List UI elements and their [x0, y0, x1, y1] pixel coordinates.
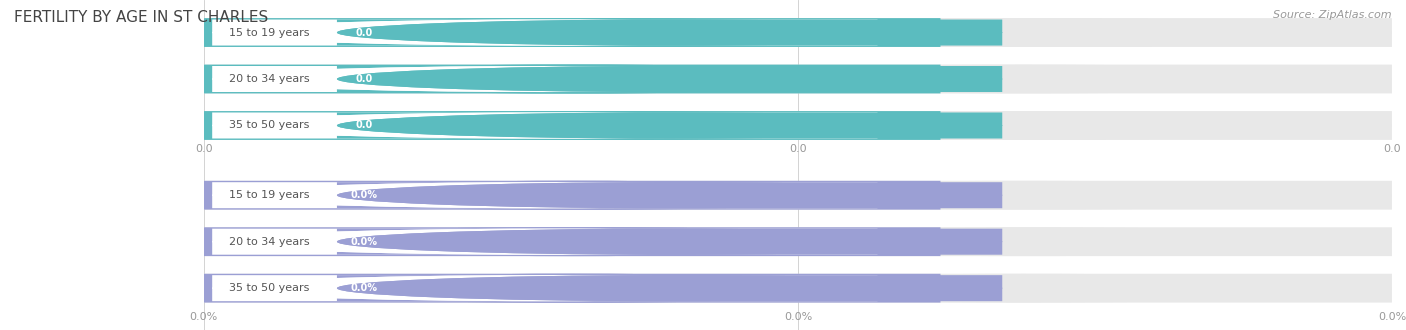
Ellipse shape [204, 227, 941, 256]
Ellipse shape [337, 275, 1002, 301]
Text: 0.0%: 0.0% [190, 312, 218, 322]
FancyBboxPatch shape [204, 227, 941, 256]
Ellipse shape [337, 275, 1002, 301]
Ellipse shape [337, 19, 1002, 46]
FancyBboxPatch shape [204, 111, 1392, 140]
Ellipse shape [212, 275, 877, 301]
FancyBboxPatch shape [204, 274, 1392, 303]
Ellipse shape [212, 182, 877, 208]
FancyBboxPatch shape [337, 229, 1002, 255]
Ellipse shape [655, 227, 1392, 256]
Text: 0.0%: 0.0% [1378, 312, 1406, 322]
Ellipse shape [204, 274, 941, 303]
Text: 0.0%: 0.0% [350, 283, 377, 293]
FancyBboxPatch shape [212, 229, 877, 255]
Ellipse shape [204, 18, 941, 47]
Text: 0.0%: 0.0% [350, 190, 377, 200]
Ellipse shape [337, 182, 1002, 208]
Ellipse shape [204, 227, 941, 256]
FancyBboxPatch shape [204, 18, 1392, 47]
FancyBboxPatch shape [212, 182, 877, 208]
FancyBboxPatch shape [204, 274, 941, 303]
Ellipse shape [204, 181, 941, 210]
Ellipse shape [212, 66, 877, 92]
Text: 0.0: 0.0 [1384, 144, 1400, 154]
Ellipse shape [655, 18, 1392, 47]
FancyBboxPatch shape [212, 275, 877, 301]
FancyBboxPatch shape [204, 181, 941, 210]
Ellipse shape [212, 182, 877, 208]
FancyBboxPatch shape [204, 227, 1392, 256]
FancyBboxPatch shape [337, 275, 1002, 301]
FancyBboxPatch shape [204, 111, 941, 140]
Ellipse shape [204, 227, 941, 256]
Text: 0.0%: 0.0% [350, 237, 377, 247]
FancyBboxPatch shape [212, 113, 877, 139]
Text: 15 to 19 years: 15 to 19 years [229, 190, 309, 200]
Text: 0.0: 0.0 [195, 144, 212, 154]
FancyBboxPatch shape [212, 19, 877, 46]
Ellipse shape [212, 229, 877, 255]
Ellipse shape [212, 19, 877, 46]
Text: 35 to 50 years: 35 to 50 years [229, 283, 309, 293]
Ellipse shape [212, 113, 877, 139]
Ellipse shape [337, 229, 1002, 255]
Ellipse shape [212, 19, 877, 46]
Ellipse shape [337, 229, 1002, 255]
Ellipse shape [655, 111, 1392, 140]
FancyBboxPatch shape [204, 65, 941, 93]
FancyBboxPatch shape [337, 182, 1002, 208]
Ellipse shape [337, 66, 1002, 92]
FancyBboxPatch shape [204, 18, 941, 47]
Text: 15 to 19 years: 15 to 19 years [229, 27, 309, 38]
Text: FERTILITY BY AGE IN ST CHARLES: FERTILITY BY AGE IN ST CHARLES [14, 10, 269, 25]
Text: 0.0: 0.0 [356, 27, 373, 38]
Ellipse shape [204, 65, 941, 93]
Ellipse shape [204, 111, 941, 140]
Ellipse shape [204, 65, 941, 93]
FancyBboxPatch shape [212, 66, 877, 92]
Text: Source: ZipAtlas.com: Source: ZipAtlas.com [1274, 10, 1392, 20]
Ellipse shape [204, 18, 941, 47]
FancyBboxPatch shape [337, 113, 1002, 139]
Text: 0.0: 0.0 [356, 120, 373, 130]
Text: 20 to 34 years: 20 to 34 years [229, 74, 309, 84]
FancyBboxPatch shape [337, 19, 1002, 46]
Text: 20 to 34 years: 20 to 34 years [229, 237, 309, 247]
Ellipse shape [212, 66, 877, 92]
Ellipse shape [212, 275, 877, 301]
Ellipse shape [204, 65, 941, 93]
Ellipse shape [204, 18, 941, 47]
Text: 0.0: 0.0 [789, 144, 807, 154]
Ellipse shape [212, 229, 877, 255]
Ellipse shape [337, 19, 1002, 46]
Text: 0.0: 0.0 [356, 74, 373, 84]
Ellipse shape [204, 181, 941, 210]
Ellipse shape [204, 181, 941, 210]
Ellipse shape [204, 274, 941, 303]
Ellipse shape [337, 66, 1002, 92]
Text: 0.0%: 0.0% [783, 312, 813, 322]
Ellipse shape [655, 274, 1392, 303]
FancyBboxPatch shape [337, 66, 1002, 92]
Ellipse shape [655, 181, 1392, 210]
Ellipse shape [337, 182, 1002, 208]
Ellipse shape [655, 65, 1392, 93]
FancyBboxPatch shape [204, 65, 1392, 93]
Ellipse shape [337, 113, 1002, 139]
Ellipse shape [204, 111, 941, 140]
FancyBboxPatch shape [204, 181, 1392, 210]
Ellipse shape [337, 113, 1002, 139]
Ellipse shape [204, 111, 941, 140]
Ellipse shape [204, 274, 941, 303]
Text: 35 to 50 years: 35 to 50 years [229, 120, 309, 130]
Ellipse shape [212, 113, 877, 139]
